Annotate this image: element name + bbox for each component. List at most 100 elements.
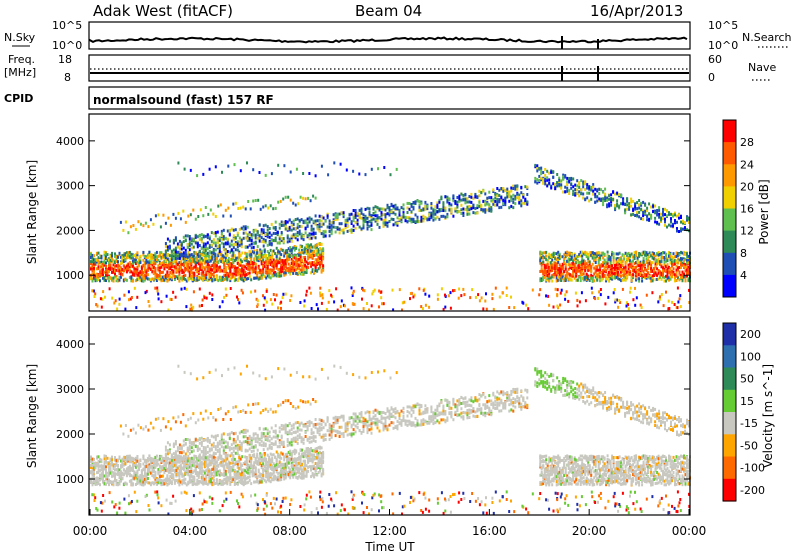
power-cell	[286, 255, 289, 259]
power-cell	[222, 237, 225, 241]
power-cell	[161, 279, 164, 282]
power-cell	[560, 270, 563, 274]
power-cell	[94, 274, 97, 278]
power-cell	[539, 277, 542, 281]
power-cell	[128, 298, 130, 302]
power-cell	[492, 188, 495, 192]
power-cell	[262, 224, 265, 228]
power-cell	[566, 176, 569, 180]
power-cell	[99, 254, 101, 258]
power-cell	[142, 258, 145, 262]
power-cell	[588, 199, 591, 203]
power-cell	[316, 258, 319, 262]
power-cell	[560, 273, 563, 277]
power-cell	[155, 255, 158, 259]
power-cell	[302, 251, 305, 255]
power-cell	[674, 255, 676, 259]
power-cell	[204, 252, 207, 256]
power-cell	[444, 206, 447, 210]
power-cell	[265, 259, 268, 263]
power-cell	[270, 238, 273, 242]
power-cell	[635, 296, 638, 300]
power-cell	[552, 260, 555, 264]
power-cell	[131, 273, 134, 277]
power-cell	[143, 270, 146, 274]
power-cell	[254, 269, 257, 273]
power-cell	[330, 224, 333, 228]
power-cell	[570, 256, 573, 260]
power-cell	[116, 307, 119, 311]
power-cell	[504, 203, 507, 207]
power-cell	[154, 267, 157, 270]
power-cell	[617, 277, 620, 281]
power-cell	[105, 279, 107, 282]
power-cell	[596, 254, 599, 258]
power-cell	[257, 253, 260, 257]
freq-tick-bottom: 8	[64, 71, 71, 84]
power-cell	[275, 272, 278, 276]
power-cell	[302, 272, 305, 276]
power-cell	[642, 217, 645, 221]
power-cell	[520, 185, 523, 189]
power-cell	[675, 270, 678, 274]
power-cell	[322, 268, 325, 272]
power-cell	[175, 269, 178, 273]
power-cell	[633, 251, 636, 255]
power-cell	[196, 277, 199, 281]
power-cell	[319, 261, 322, 264]
power-cell	[245, 256, 248, 260]
power-cell	[270, 172, 273, 176]
power-cell	[630, 260, 633, 264]
power-cell	[539, 270, 542, 273]
power-cell	[672, 259, 675, 263]
power-cell	[642, 274, 645, 278]
power-cell	[644, 209, 647, 213]
power-cell	[259, 248, 262, 252]
power-cell	[654, 209, 657, 213]
power-cell	[299, 255, 302, 259]
power-cell	[638, 215, 641, 219]
power-cell	[629, 259, 632, 263]
power-cell	[113, 301, 116, 305]
power-cell	[642, 256, 645, 260]
power-cell	[681, 278, 684, 282]
power-cell	[680, 227, 682, 231]
power-cell	[111, 259, 113, 263]
power-cell	[566, 250, 569, 254]
power-cell	[196, 257, 199, 261]
power-cell	[658, 208, 661, 212]
power-cell	[167, 263, 170, 267]
power-cell	[665, 252, 667, 256]
power-cell	[229, 263, 232, 267]
power-cell	[280, 300, 283, 304]
power-cell	[275, 266, 278, 270]
power-cell	[612, 276, 615, 280]
power-cell	[384, 213, 387, 217]
power-cell	[671, 270, 673, 274]
power-cell	[242, 272, 245, 276]
power-cell	[148, 261, 151, 265]
power-cell	[307, 256, 310, 260]
power-cell	[229, 273, 232, 277]
power-cell	[258, 234, 261, 238]
power-cell	[105, 252, 107, 256]
power-cell	[674, 276, 676, 279]
power-cell	[556, 288, 559, 292]
power-cell	[264, 238, 267, 242]
power-cell	[166, 270, 169, 274]
power-cell	[157, 277, 160, 281]
power-cell	[140, 269, 143, 273]
power-cell	[555, 271, 558, 275]
power-cell	[496, 198, 499, 201]
power-cell	[218, 247, 221, 250]
power-cell	[680, 273, 682, 277]
power-cell	[621, 273, 624, 277]
power-cell	[380, 211, 383, 215]
power-cell	[635, 252, 638, 255]
power-cell	[208, 264, 211, 268]
power-cell	[142, 276, 145, 280]
power-cell	[682, 221, 684, 225]
power-cell	[281, 262, 284, 266]
power-cell	[674, 213, 676, 217]
power-cell	[361, 297, 363, 301]
